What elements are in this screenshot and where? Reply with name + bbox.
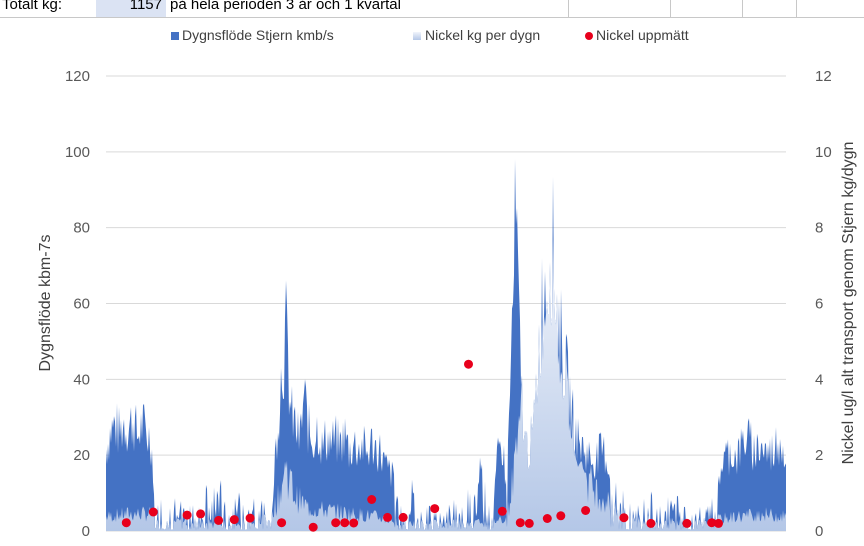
left-tick-label: 80 [73,220,90,237]
nickel-measured-point[interactable] [707,518,717,528]
right-axis-title: Nickel ug/l alt transport genom Stjern k… [840,142,857,465]
nickel-measured-point[interactable] [714,518,723,528]
nickel-measured-point[interactable] [349,518,359,528]
nickel-measured-point[interactable] [556,511,566,521]
spreadsheet-header-row: Totalt kg: 1157 på hela perioden 3 år oc… [0,0,864,18]
left-tick-label: 100 [65,144,90,161]
legend: Dygnsflöde Stjern kmb/s Nickel kg per dy… [171,27,689,43]
legend-nickel-kg-label: Nickel kg per dygn [425,27,540,43]
nickel-measured-point[interactable] [367,495,377,504]
cell-border [742,0,743,17]
series-nickel-kg-area[interactable] [106,239,786,531]
series-nickel-uppmatt-points[interactable] [121,359,723,532]
nickel-measured-point[interactable] [245,513,255,523]
nickel-measured-point[interactable] [383,512,392,522]
gridlines [106,75,786,532]
legend-nickel-measured-marker [585,32,593,40]
nickel-measured-point[interactable] [182,510,192,520]
legend-flow-marker [171,32,179,40]
nickel-measured-point[interactable] [398,512,408,522]
right-tick-label: 2 [815,447,823,464]
nickel-measured-point[interactable] [214,515,224,525]
nickel-measured-point[interactable] [515,518,525,528]
right-tick-label: 0 [815,523,823,540]
legend-nickel-kg-marker [413,32,421,40]
nickel-measured-point[interactable] [497,506,507,516]
nickel-measured-point[interactable] [619,513,629,523]
nickel-measured-point[interactable] [340,518,350,528]
left-tick-label: 0 [82,523,90,540]
row-border [0,17,864,18]
cell-border [568,0,569,17]
nickel-measured-point[interactable] [430,504,440,514]
left-tick-label: 120 [65,68,90,85]
left-tick-label: 40 [73,371,90,388]
right-tick-label: 10 [815,144,832,161]
nickel-measured-point[interactable] [196,509,206,519]
nickel-measured-point[interactable] [308,522,318,532]
total-kg-label: Totalt kg: [2,0,63,13]
left-tick-label: 20 [73,447,90,464]
legend-nickel-measured-label: Nickel uppmätt [596,27,689,43]
series-dygnsflode-area[interactable] [106,159,786,532]
nickel-measured-point[interactable] [682,518,692,528]
right-tick-label: 4 [815,371,823,388]
right-tick-label: 12 [815,68,832,85]
left-axis-title: Dygnsflöde kbm-7s [37,235,54,372]
nickel-measured-point[interactable] [464,359,473,369]
nickel-measured-point[interactable] [581,506,591,515]
right-axis-ticks: 0 2 4 6 8 10 12 [815,68,832,540]
right-tick-label: 8 [815,220,823,237]
left-axis-ticks: 0 20 40 60 80 100 120 [65,68,90,540]
nickel-measured-point[interactable] [524,518,534,528]
cell-border [796,0,797,17]
right-tick-label: 6 [815,296,823,313]
legend-flow-label: Dygnsflöde Stjern kmb/s [182,27,334,43]
nickel-measured-point[interactable] [148,507,158,517]
period-note: på hela perioden 3 år och 1 kvartal [170,0,401,13]
nickel-measured-point[interactable] [542,514,552,523]
nickel-measured-point[interactable] [229,515,239,525]
total-kg-value[interactable]: 1157 [96,0,166,17]
cell-border [670,0,671,17]
nickel-measured-point[interactable] [277,518,287,528]
nickel-measured-point[interactable] [331,518,341,528]
nickel-flow-chart[interactable]: 0 20 40 60 80 100 120 0 2 4 6 8 10 12 Dygnsflöde kbm… [0,18,864,546]
nickel-measured-point[interactable] [121,518,131,528]
nickel-measured-point[interactable] [646,518,656,528]
left-tick-label: 60 [73,296,90,313]
